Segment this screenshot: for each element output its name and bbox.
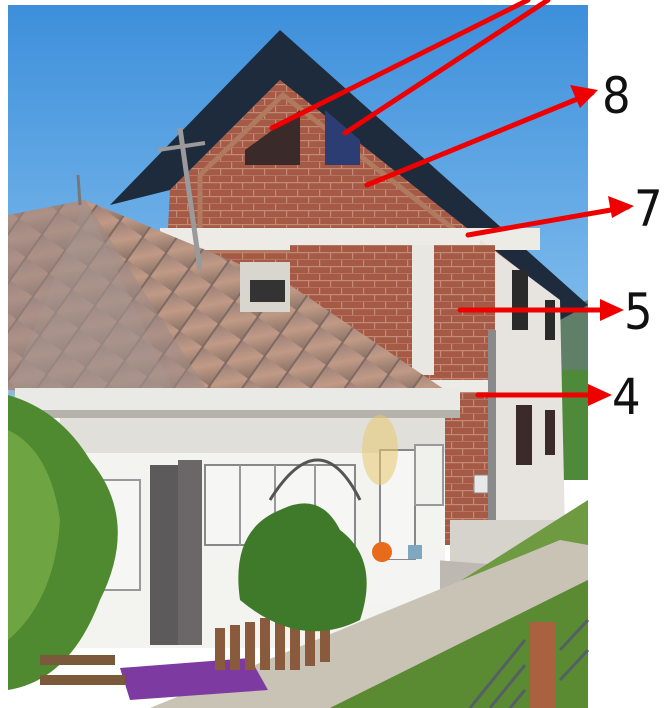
label-7: 7 bbox=[634, 180, 663, 238]
bench bbox=[40, 655, 115, 665]
electric-box bbox=[473, 474, 489, 494]
arrowhead-4 bbox=[588, 384, 612, 406]
garden-arch bbox=[268, 458, 362, 501]
arrow-8 bbox=[364, 90, 595, 188]
gravel-path bbox=[150, 540, 588, 708]
arrow-top-1 bbox=[269, 0, 531, 131]
bush-center bbox=[238, 503, 367, 632]
label-8: 8 bbox=[602, 67, 631, 125]
arrow-top-2 bbox=[342, 0, 551, 136]
arrow-7 bbox=[465, 204, 631, 238]
attic-window-right bbox=[325, 110, 360, 165]
fence-post bbox=[530, 622, 556, 708]
wire-fence bbox=[468, 618, 590, 708]
label-5: 5 bbox=[624, 283, 653, 341]
orange-pot bbox=[372, 542, 392, 562]
arrowhead-5 bbox=[600, 299, 624, 321]
eaves bbox=[15, 388, 460, 413]
label-4: 4 bbox=[612, 368, 641, 426]
arrowhead-8 bbox=[570, 85, 598, 108]
attic-window-left bbox=[245, 110, 300, 165]
main-roof bbox=[110, 30, 588, 320]
antenna bbox=[177, 127, 203, 271]
wooden-fence bbox=[215, 602, 330, 670]
arrowhead-7 bbox=[608, 196, 634, 218]
concrete-belt bbox=[160, 228, 540, 250]
